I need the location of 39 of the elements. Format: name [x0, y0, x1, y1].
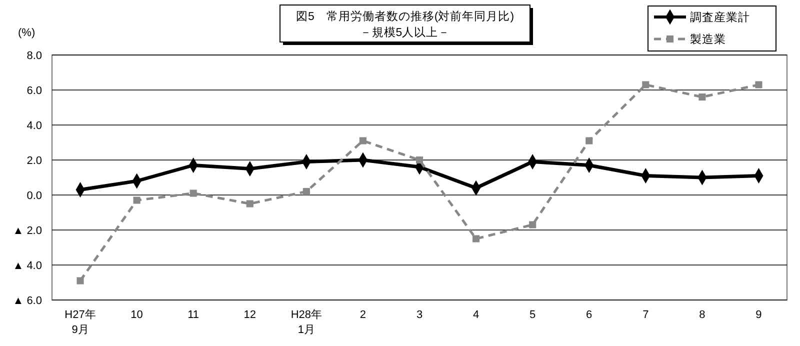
y-tick-label: 4.0: [26, 120, 42, 132]
point: [359, 137, 366, 144]
x-tick-label: 12: [244, 309, 256, 321]
chart-title: 図5 常用労働者数の推移(対前年同月比): [296, 9, 514, 23]
x-tick-label: H27年 9月: [64, 309, 96, 336]
y-tick-label: 8.0: [26, 50, 42, 62]
x-tick-label: 9: [756, 309, 762, 321]
point: [529, 221, 536, 228]
x-tick-label: H28年 1月: [290, 309, 322, 336]
chart-subtitle: －規模5人以上－: [360, 26, 450, 39]
y-axis-title: (%): [18, 27, 36, 39]
legend-label: 調査産業計: [690, 10, 750, 24]
x-tick-label: 7: [642, 309, 649, 321]
x-tick-label: 2: [360, 309, 366, 321]
x-tick-label: 5: [530, 309, 536, 321]
y-tick-label: 0.0: [26, 190, 42, 202]
point: [416, 156, 424, 164]
y-tick-label: 2.0: [26, 155, 42, 167]
y-tick-label: ▲ 4.0: [12, 260, 42, 272]
point: [76, 277, 84, 284]
point: [642, 81, 650, 88]
y-tick-label: ▲ 2.0: [12, 225, 42, 237]
point: [586, 137, 593, 144]
point: [698, 93, 706, 101]
point: [190, 190, 197, 197]
x-tick-label: 3: [416, 309, 423, 321]
x-tick-label: 10: [130, 309, 143, 321]
point: [302, 188, 310, 196]
point: [472, 235, 480, 242]
point: [755, 81, 762, 88]
y-tick-label: 6.0: [26, 85, 42, 97]
y-tick-label: ▲ 6.0: [12, 295, 42, 307]
x-tick-label: 11: [188, 309, 200, 321]
point: [133, 196, 140, 204]
legend-label: 製造業: [690, 33, 726, 46]
x-tick-label: 6: [586, 309, 592, 321]
point: [246, 200, 254, 208]
x-tick-label: 8: [699, 309, 706, 321]
x-tick-label: 4: [472, 309, 480, 321]
